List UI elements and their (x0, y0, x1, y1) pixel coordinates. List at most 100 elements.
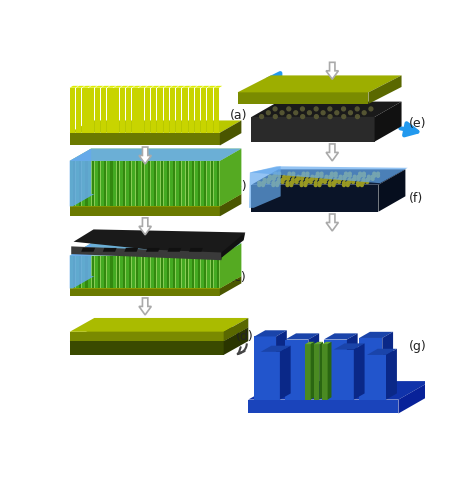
Polygon shape (76, 161, 79, 207)
Circle shape (328, 184, 331, 187)
Polygon shape (142, 256, 144, 289)
Circle shape (357, 178, 360, 181)
Polygon shape (98, 161, 100, 207)
Circle shape (273, 176, 275, 179)
Polygon shape (70, 89, 75, 133)
Polygon shape (129, 161, 131, 207)
Circle shape (277, 179, 280, 182)
Circle shape (263, 179, 266, 182)
Polygon shape (70, 87, 78, 89)
Polygon shape (98, 256, 100, 289)
Polygon shape (354, 344, 365, 400)
Circle shape (362, 179, 365, 182)
Circle shape (311, 178, 314, 181)
Polygon shape (182, 161, 185, 207)
Polygon shape (217, 161, 219, 207)
Polygon shape (70, 256, 73, 289)
Polygon shape (367, 349, 397, 355)
Polygon shape (399, 381, 431, 414)
Polygon shape (195, 256, 198, 289)
Circle shape (314, 115, 318, 119)
Polygon shape (310, 342, 315, 400)
Circle shape (283, 176, 285, 179)
Circle shape (315, 178, 318, 181)
Circle shape (277, 181, 280, 184)
Polygon shape (113, 256, 117, 289)
Polygon shape (113, 161, 117, 207)
Circle shape (262, 184, 264, 187)
Polygon shape (132, 161, 135, 207)
Polygon shape (136, 256, 137, 289)
Circle shape (348, 179, 351, 182)
Polygon shape (326, 63, 338, 80)
Polygon shape (170, 87, 179, 89)
Text: (e): (e) (409, 117, 427, 130)
Polygon shape (201, 89, 207, 133)
Polygon shape (123, 256, 125, 289)
Circle shape (274, 175, 277, 178)
Polygon shape (81, 248, 95, 252)
Polygon shape (347, 334, 358, 400)
Polygon shape (237, 93, 368, 105)
Polygon shape (110, 256, 113, 289)
Polygon shape (82, 87, 91, 89)
Polygon shape (139, 148, 151, 165)
Polygon shape (201, 161, 204, 207)
Polygon shape (237, 76, 401, 93)
Circle shape (266, 112, 270, 115)
Polygon shape (383, 332, 393, 400)
Circle shape (269, 178, 272, 181)
Circle shape (377, 175, 380, 178)
Circle shape (273, 115, 277, 119)
Polygon shape (164, 89, 169, 133)
Polygon shape (91, 161, 94, 207)
Polygon shape (70, 244, 241, 256)
Polygon shape (70, 289, 220, 296)
Polygon shape (221, 233, 245, 261)
Circle shape (287, 176, 289, 179)
Polygon shape (220, 194, 241, 217)
Circle shape (278, 175, 281, 178)
Polygon shape (324, 334, 358, 340)
Circle shape (343, 182, 346, 185)
Circle shape (373, 175, 375, 178)
Circle shape (348, 173, 351, 176)
Polygon shape (126, 87, 135, 89)
Polygon shape (145, 256, 148, 289)
Text: (a): (a) (230, 109, 247, 122)
Polygon shape (314, 342, 323, 345)
Circle shape (325, 178, 328, 181)
Polygon shape (124, 248, 138, 252)
Polygon shape (70, 207, 220, 217)
Circle shape (356, 115, 359, 119)
Polygon shape (107, 89, 113, 133)
Circle shape (337, 179, 340, 182)
Polygon shape (170, 89, 175, 133)
Polygon shape (214, 161, 217, 207)
Polygon shape (198, 256, 200, 289)
Circle shape (343, 178, 346, 181)
Polygon shape (210, 256, 213, 289)
Circle shape (311, 176, 314, 179)
Circle shape (273, 108, 277, 112)
Polygon shape (192, 161, 194, 207)
Polygon shape (164, 161, 166, 207)
Circle shape (337, 181, 340, 184)
Polygon shape (189, 87, 197, 89)
Circle shape (342, 108, 346, 112)
Polygon shape (70, 244, 241, 256)
Circle shape (348, 175, 351, 178)
Polygon shape (138, 89, 144, 133)
Polygon shape (132, 256, 135, 289)
Polygon shape (151, 256, 154, 289)
Circle shape (287, 115, 291, 119)
Polygon shape (170, 161, 173, 207)
Polygon shape (161, 256, 163, 289)
Circle shape (272, 182, 275, 185)
Polygon shape (319, 342, 323, 400)
Circle shape (286, 182, 289, 185)
Polygon shape (120, 89, 125, 133)
Circle shape (352, 179, 355, 182)
Polygon shape (132, 87, 141, 89)
Polygon shape (189, 248, 203, 252)
